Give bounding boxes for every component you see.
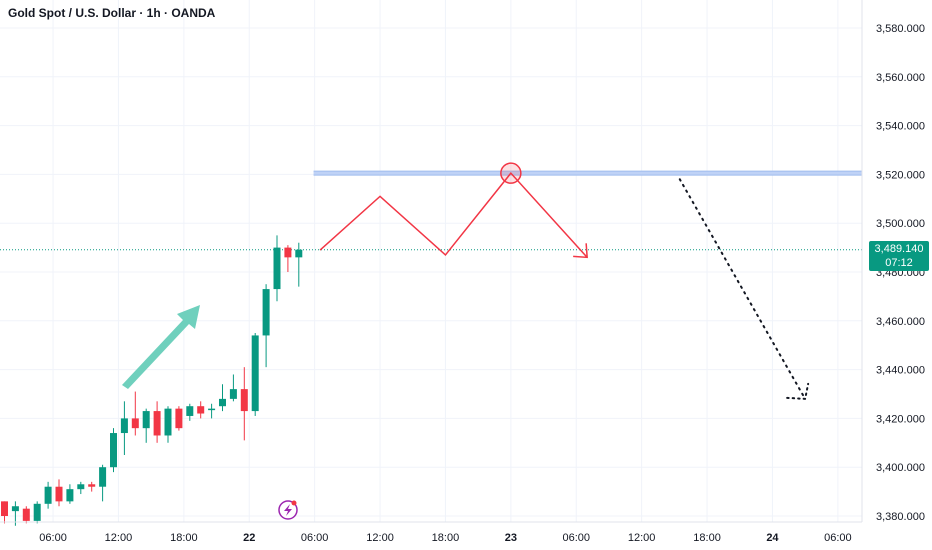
x-tick-label: 24 [766, 532, 779, 544]
y-tick-label: 3,580.000 [876, 23, 925, 35]
x-tick-label: 18:00 [170, 532, 198, 544]
candle-up [44, 486, 52, 504]
candle-down [131, 418, 139, 429]
y-tick-label: 3,420.000 [876, 413, 925, 425]
candle-up [77, 484, 85, 490]
y-tick-label: 3,520.000 [876, 169, 925, 181]
resistance-touch-circle [500, 162, 522, 184]
y-tick-label: 3,540.000 [876, 121, 925, 133]
y-tick-label: 3,380.000 [876, 511, 925, 523]
trend-arrow-up [122, 305, 200, 389]
candle-down [197, 406, 205, 414]
resistance-zone [313, 171, 862, 176]
x-tick-label: 22 [243, 532, 255, 544]
resistance-band [0, 170, 862, 251]
candle-up [251, 335, 259, 412]
dotted-projection [678, 178, 807, 400]
candle-up [262, 289, 270, 336]
candle-down [55, 486, 63, 502]
candlesticks [1, 235, 303, 526]
candle-down [284, 247, 292, 258]
bar-countdown: 07:12 [885, 257, 913, 269]
x-tick-label: 18:00 [432, 532, 460, 544]
y-tick-label: 3,560.000 [876, 72, 925, 84]
candle-down [22, 508, 30, 521]
candle-down [88, 484, 96, 487]
x-tick-label: 12:00 [105, 532, 133, 544]
last-price-tag: 3,489.140 07:12 [869, 241, 929, 271]
x-tick-label: 06:00 [39, 532, 67, 544]
projection-zigzag [319, 172, 588, 258]
candle-up [33, 503, 41, 521]
x-tick-label: 23 [505, 532, 517, 544]
candle-up [164, 408, 172, 436]
dotted-arrowhead [786, 382, 810, 400]
y-tick-label: 3,400.000 [876, 462, 925, 474]
chart-grid [0, 0, 862, 522]
trend-arrow [122, 305, 200, 389]
candle-down [240, 389, 248, 412]
candle-up [295, 249, 303, 258]
candle-up [273, 247, 281, 290]
candle-up [110, 433, 117, 468]
projection-path [319, 162, 810, 400]
candle-down [1, 501, 8, 516]
candle-down [153, 411, 161, 436]
y-tick-label: 3,500.000 [876, 218, 925, 230]
chart-title: Gold Spot / U.S. Dollar · 1h · OANDA [8, 6, 216, 20]
candle-up [229, 389, 237, 399]
candle-up [208, 408, 216, 411]
y-tick-label: 3,440.000 [876, 365, 925, 377]
last-price-value: 3,489.140 [874, 243, 924, 255]
y-tick-label: 3,460.000 [876, 316, 925, 328]
candle-up [66, 489, 74, 502]
candle-up [142, 411, 150, 429]
candle-up [186, 406, 194, 416]
x-tick-label: 12:00 [628, 532, 656, 544]
x-tick-label: 06:00 [301, 532, 329, 544]
x-tick-label: 06:00 [562, 532, 590, 544]
candle-up [219, 398, 226, 407]
candle-up [11, 506, 19, 512]
candle-up [120, 418, 128, 434]
x-tick-label: 06:00 [824, 532, 852, 544]
candle-down [175, 408, 183, 429]
candle-up [99, 467, 107, 487]
event-icon[interactable] [278, 500, 298, 520]
projection-arrowhead [573, 243, 588, 259]
x-tick-label: 18:00 [693, 532, 721, 544]
x-tick-label: 12:00 [366, 532, 394, 544]
